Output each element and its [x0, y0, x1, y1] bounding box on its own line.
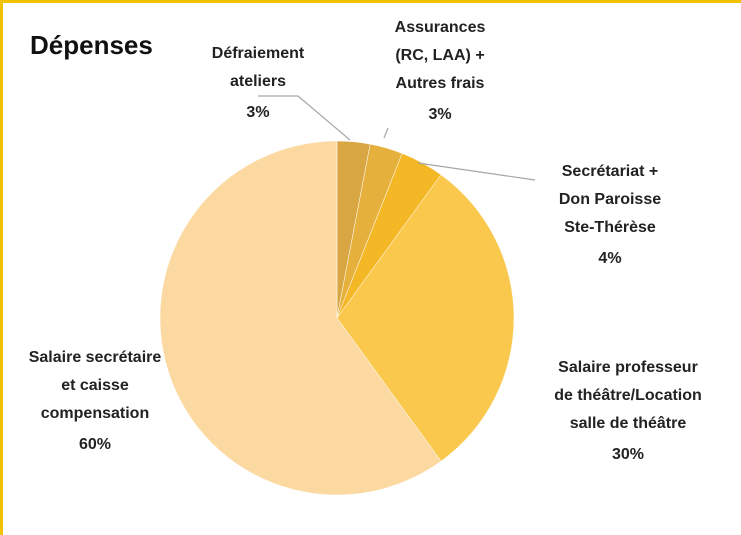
slice-label: Secrétariat + Don Paroisse Ste-Thérèse 4% [559, 158, 661, 276]
pie-slice [159, 140, 442, 496]
value-label: 3% [428, 106, 452, 123]
slice-label: Assurances (RC, LAA) + Autres frais 3% [395, 14, 486, 132]
slice-label: Salaire secrétaire et caisse compensatio… [29, 344, 162, 462]
category-label: Salaire secrétaire et caisse compensatio… [28, 349, 162, 422]
category-label: Défraiement ateliers [211, 45, 305, 90]
category-label: Secrétariat + Don Paroisse Ste-Thérèse [558, 163, 662, 236]
category-label: Salaire professeur de théâtre/Location s… [554, 359, 702, 432]
slice-label: Défraiement ateliers 3% [212, 40, 304, 130]
value-label: 30% [611, 446, 645, 463]
value-label: 4% [598, 250, 622, 267]
pie-slice [336, 174, 515, 462]
value-label: 60% [78, 436, 112, 453]
category-label: Assurances (RC, LAA) + Autres frais [394, 19, 486, 92]
slice-label: Salaire professeur de théâtre/Location s… [554, 354, 702, 472]
leader-line [383, 127, 389, 139]
value-label: 3% [246, 104, 270, 121]
chart-title: Dépenses [30, 30, 153, 60]
leader-line [258, 95, 351, 141]
leader-line [417, 162, 536, 181]
